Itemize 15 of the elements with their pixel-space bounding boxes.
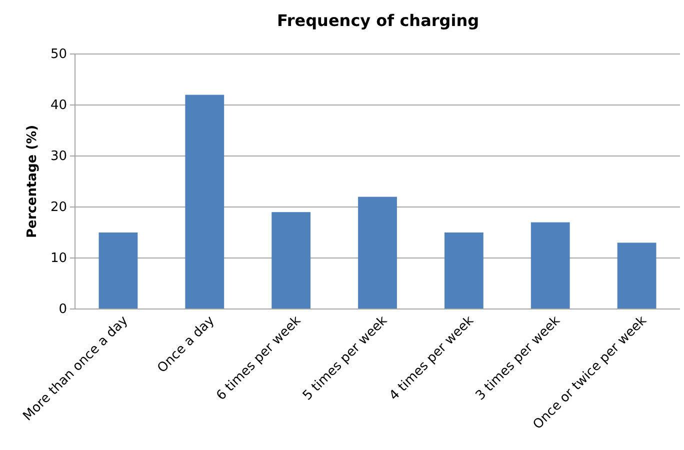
y-tick-label: 40 bbox=[50, 98, 67, 114]
bar bbox=[530, 222, 570, 309]
y-tick-label: 0 bbox=[58, 302, 67, 318]
bar bbox=[444, 232, 484, 309]
y-tick-label: 10 bbox=[50, 251, 67, 266]
y-axis-title: Percentage (%) bbox=[25, 124, 40, 238]
bar bbox=[185, 94, 224, 309]
chart-title: Frequency of charging bbox=[276, 11, 480, 30]
y-tick-label: 30 bbox=[50, 149, 67, 164]
bar bbox=[617, 242, 656, 309]
bar bbox=[98, 232, 138, 309]
bar bbox=[272, 212, 311, 309]
y-tick-label: 50 bbox=[50, 47, 67, 62]
bar bbox=[358, 196, 397, 309]
y-tick-label: 20 bbox=[50, 200, 67, 216]
